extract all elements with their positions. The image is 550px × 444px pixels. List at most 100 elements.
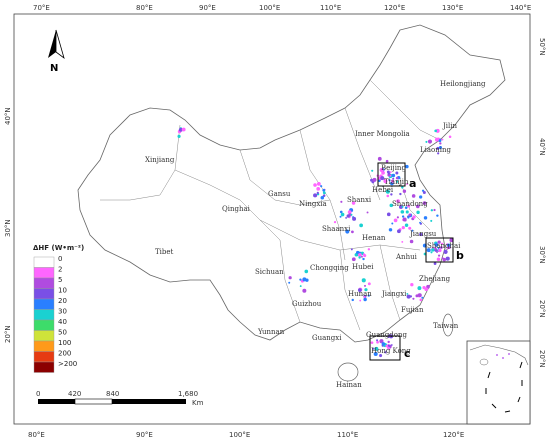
heat-point — [434, 137, 439, 142]
heat-point — [401, 225, 405, 230]
heat-point — [393, 218, 398, 223]
heat-point — [415, 294, 419, 298]
heat-point — [424, 287, 429, 292]
heat-point — [352, 216, 357, 221]
heat-point — [437, 248, 442, 253]
heat-point — [437, 240, 441, 244]
top-tick-label: 120°E — [384, 4, 405, 12]
heat-point — [400, 210, 405, 214]
legend-swatches: 0 2 5 10 20 30 40 50 100 200 >200 — [33, 255, 77, 373]
heat-point — [405, 210, 409, 214]
nine-dash-line — [485, 361, 523, 413]
bottom-tick-label: 100°E — [229, 431, 250, 439]
heat-point — [416, 210, 420, 215]
heat-point — [436, 251, 438, 253]
label-hubei: Hubei — [352, 263, 374, 271]
label-shaanxi: Shaanxi — [322, 225, 351, 233]
label-anhui: Anhui — [395, 253, 418, 261]
heat-point — [391, 222, 394, 225]
heat-point — [389, 203, 394, 208]
taiwan-island — [442, 313, 454, 337]
heat-point — [427, 139, 433, 144]
heat-point — [360, 255, 363, 258]
china-outline — [77, 24, 506, 343]
heat-point — [390, 179, 395, 183]
heat-point — [409, 227, 412, 230]
heat-point — [442, 257, 447, 262]
heat-point — [346, 214, 350, 218]
province-boundaries — [100, 79, 441, 331]
heat-point — [333, 220, 337, 224]
heat-point — [434, 247, 437, 251]
heat-point — [387, 336, 390, 339]
legend-swatch — [33, 361, 55, 373]
legend-label: 20 — [58, 297, 67, 305]
legend-swatch — [33, 351, 55, 363]
legend-label: 30 — [58, 308, 67, 316]
heat-point — [426, 248, 431, 253]
heat-point — [316, 181, 321, 186]
label-shanghai: Shanghai — [427, 242, 461, 250]
legend-swatch — [33, 288, 55, 300]
heat-point — [370, 178, 373, 182]
heat-point — [378, 179, 381, 183]
heat-point — [299, 285, 302, 287]
label-hong-kong: Hong Kong — [371, 347, 411, 355]
heat-point — [434, 129, 438, 133]
heat-point — [367, 282, 371, 286]
bottom-ticks: 80°E 90°E 100°E 110°E 120°E — [28, 431, 464, 439]
heat-point — [430, 219, 433, 222]
heat-point — [363, 295, 366, 298]
heat-point — [357, 288, 362, 292]
scale-bar: 0 420 840 1,680 Km — [36, 390, 204, 407]
heat-point — [434, 243, 439, 247]
panel-label-b: b — [456, 249, 464, 262]
north-arrow: N — [48, 29, 65, 74]
heat-point — [350, 213, 353, 216]
label-guizhou: Guizhou — [292, 300, 322, 308]
heat-point — [322, 194, 326, 197]
legend-label: 40 — [58, 318, 67, 326]
heat-point — [313, 193, 318, 198]
label-hunan: Hunan — [348, 290, 372, 298]
label-hainan: Hainan — [336, 381, 362, 389]
heat-point — [367, 294, 370, 297]
label-chongqing: Chongqing — [310, 264, 349, 272]
heat-point — [392, 177, 395, 180]
top-tick-label: 80°E — [136, 4, 153, 12]
heat-point — [367, 248, 371, 251]
heat-point — [422, 190, 426, 194]
heat-point — [437, 246, 440, 250]
scale-tick-3: 1,680 — [178, 390, 198, 398]
heat-point — [302, 288, 307, 293]
north-label: N — [50, 63, 58, 74]
heat-point — [345, 217, 347, 219]
left-tick-label: 30°N — [4, 219, 12, 237]
label-heilongjiang: Heilongjiang — [440, 80, 486, 88]
heat-point — [351, 257, 356, 262]
heat-point — [436, 146, 440, 150]
heat-point — [178, 127, 183, 132]
top-tick-label: 90°E — [199, 4, 216, 12]
heat-point — [181, 127, 186, 132]
heat-point — [363, 297, 367, 302]
legend-label: 5 — [58, 276, 62, 284]
heat-point — [361, 278, 366, 283]
heat-point — [431, 248, 435, 252]
top-tick-label: 70°E — [33, 4, 50, 12]
scale-tick-0: 0 — [36, 390, 40, 398]
label-yunnan: Yunnan — [257, 328, 285, 336]
legend-label: 50 — [58, 329, 67, 337]
heat-point — [366, 211, 369, 214]
legend-label: >200 — [58, 360, 77, 368]
heat-point — [411, 229, 414, 232]
heat-point — [288, 281, 291, 284]
heat-point — [405, 164, 409, 169]
heat-point — [345, 229, 350, 234]
heat-point — [422, 201, 427, 205]
label-liaoning: Liaoning — [420, 146, 452, 154]
heat-point — [387, 340, 390, 344]
legend-label: 0 — [58, 255, 62, 263]
bottom-tick-label: 120°E — [443, 431, 464, 439]
heat-point — [316, 191, 319, 194]
